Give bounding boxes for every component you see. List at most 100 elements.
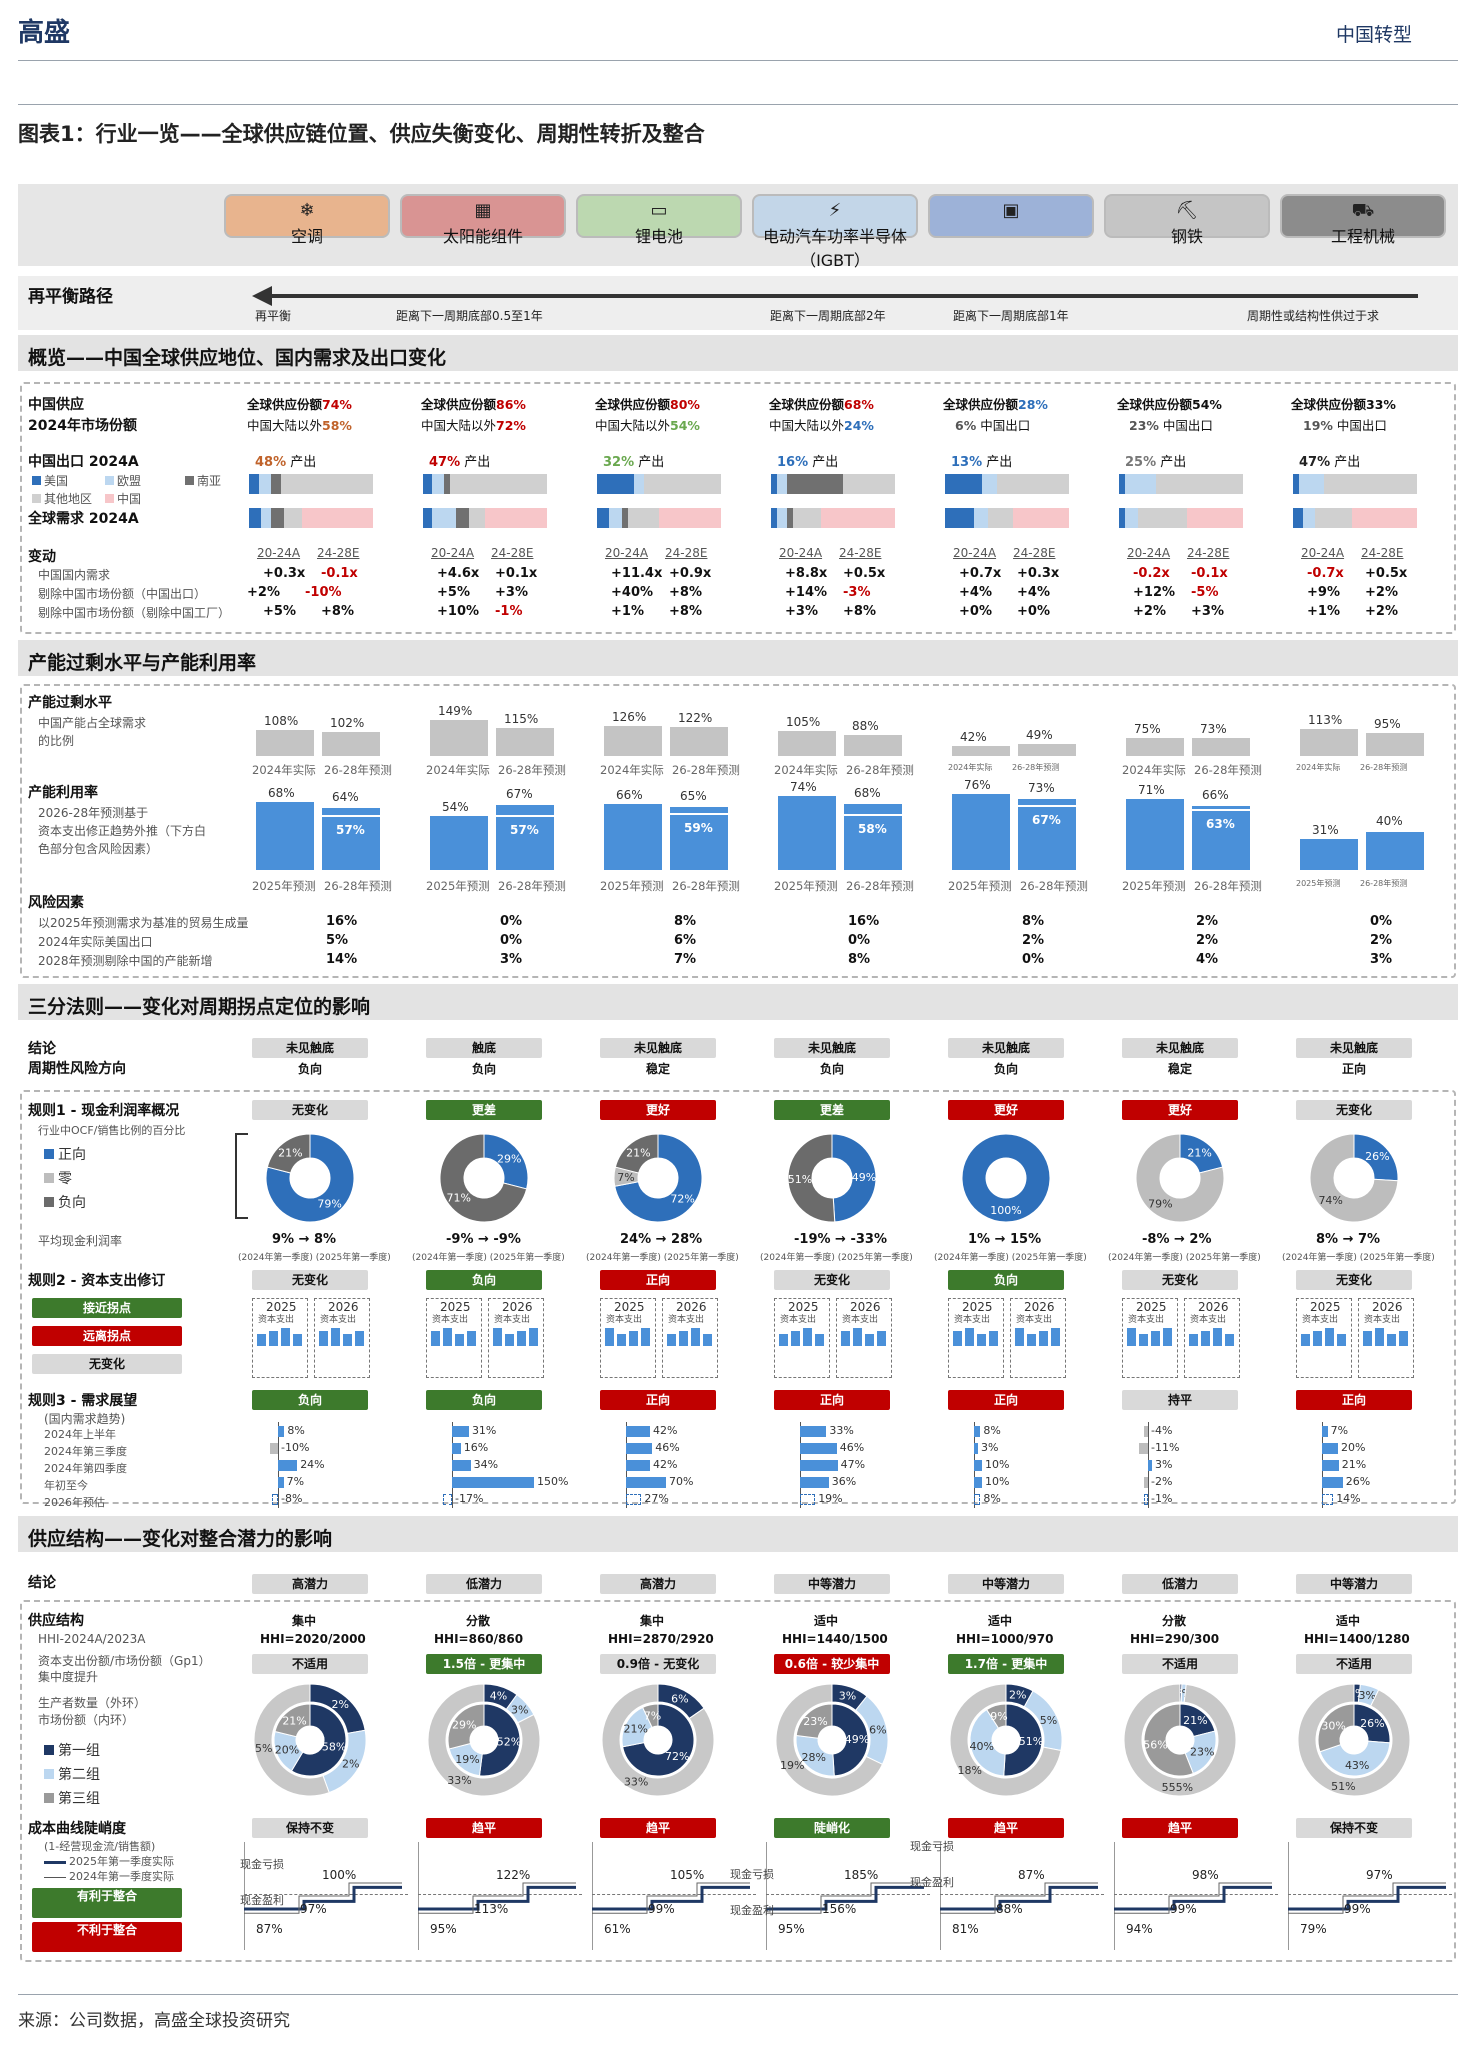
donut-slice [253, 1683, 330, 1797]
capex-bar [1127, 1328, 1136, 1346]
excess-x-5-2: 26-28年预测 [1012, 763, 1060, 772]
cost-legend-2024: 2024年第一季度实际 [44, 1868, 174, 1884]
util-risk-1 [322, 810, 380, 817]
industry-2[interactable]: ▦ 太阳能组件 [400, 194, 566, 246]
util-bar-4-1 [778, 796, 836, 870]
ex-china-value: 58% [322, 418, 352, 433]
breakeven-line-2 [418, 1894, 582, 1895]
rule2-legend-near: 接近拐点 [32, 1298, 182, 1318]
rebalance-label-3: 距离下一周期底部1年 [953, 309, 1069, 323]
change-value-4-2-1: +14% [785, 585, 828, 600]
capex-box-1-2 [314, 1298, 370, 1378]
cost-axis-6 [1114, 1842, 1115, 1950]
bar-segment [271, 474, 282, 494]
demand-bar-6-1 [1144, 1426, 1148, 1437]
industry-4[interactable]: ⚡ 电动汽车功率半导体（IGBT） [752, 194, 918, 270]
donut-slice [439, 1133, 528, 1223]
industry-3[interactable]: ▭ 锂电池 [576, 194, 742, 246]
bar-segment [423, 474, 432, 494]
excess-bar-1-2 [322, 731, 380, 756]
donut-slice [1297, 1683, 1411, 1797]
capex-ratio-1: 不适用 [252, 1654, 368, 1674]
capex-year-1-1: 2025 [266, 1300, 297, 1314]
capex-bar [1189, 1334, 1198, 1346]
donut-label: 2% [342, 1758, 359, 1771]
donut-label: 5% [255, 1742, 272, 1755]
rules-direction-label: 周期性风险方向 [28, 1061, 126, 1077]
demand-bar-1-5 [271, 1494, 278, 1505]
excess-bar-4-1 [778, 730, 836, 756]
margin-value-3: 24% → 28% [620, 1232, 703, 1247]
rules-direction-2: 负向 [472, 1062, 497, 1076]
industry-5[interactable]: ▣ [928, 194, 1094, 238]
util-value-6-2: 66% [1202, 788, 1229, 802]
capex-sub-7-1: 资本支出 [1302, 1315, 1339, 1325]
rule3-status-2: 负向 [426, 1390, 542, 1410]
change-value-3-1-1: +11.4x [611, 566, 663, 581]
capex-bar [877, 1331, 886, 1346]
ex-china-value: 6% [955, 418, 977, 433]
cash-margin-donut-1: 79% 21% [265, 1133, 355, 1223]
bar-segment [597, 474, 635, 494]
util-risk-2 [496, 807, 554, 817]
rule1-status-7: 无变化 [1296, 1100, 1412, 1120]
capex-bar [1051, 1328, 1060, 1346]
demand-value-1-2: -10% [281, 1441, 310, 1454]
capex-sub-5-2: 资本支出 [1016, 1315, 1053, 1325]
cost-status-4: 陡峭化 [774, 1818, 890, 1838]
capex-year-4-2: 2026 [850, 1300, 881, 1314]
cost-curve-2024 [592, 1882, 750, 1914]
excess-value-7-2: 95% [1374, 717, 1401, 732]
capex-ratio-2: 1.5倍 - 更集中 [426, 1654, 542, 1674]
industry-6[interactable]: ⛏ 钢铁 [1104, 194, 1270, 246]
rule1-status-1: 无变化 [252, 1100, 368, 1120]
export-suffix: 产出 [1330, 455, 1361, 470]
change-value-7-2-1: +9% [1307, 585, 1340, 600]
donut-label: 2% [1009, 1688, 1026, 1701]
supply-structure-donut-5: 2% 5% 18% 51% 40% 9% [949, 1683, 1063, 1797]
cost-curve-2 [418, 1882, 576, 1914]
util-x-7-1: 2025年预测 [1296, 879, 1341, 888]
util-bar-6-1 [1126, 799, 1184, 870]
stacked-bar-export-3 [597, 474, 721, 494]
period-start-2: 20-24A [431, 546, 475, 560]
global-share-1: 全球供应份额74% [247, 394, 352, 413]
hhi-2: HHI=860/860 [434, 1632, 524, 1646]
capex-year-7-2: 2026 [1372, 1300, 1403, 1314]
change-value-5-1-2: +0.3x [1017, 566, 1060, 581]
industry-7[interactable]: ⛟ 工程机械 [1280, 194, 1446, 246]
donut-slice [614, 1133, 659, 1174]
rule3-sub: (国内需求趋势) [44, 1412, 126, 1426]
hhi-3: HHI=2870/2920 [608, 1632, 714, 1646]
excess-value-6-2: 73% [1200, 722, 1227, 737]
excess-value-4-1: 105% [786, 714, 821, 729]
global-share-value: 33% [1366, 397, 1396, 412]
capex-bar [505, 1334, 514, 1346]
cost-value-4-2: 156% [822, 1902, 857, 1916]
cost-status-1: 保持不变 [252, 1818, 368, 1838]
period-end-5: 24-28E [1013, 546, 1056, 560]
util-x-7-2: 26-28年预测 [1360, 879, 1408, 888]
rules-conclusion-3: 未见触底 [600, 1038, 716, 1058]
util-x-2-1: 2025年预测 [426, 879, 490, 893]
cash-loss-label-3: 现金亏损 [910, 1840, 954, 1853]
margin-value-2: -9% → -9% [446, 1232, 521, 1247]
margin-value-1: 9% → 8% [272, 1232, 337, 1247]
capex-year-4-1: 2025 [788, 1300, 819, 1314]
structure-3: 集中 [640, 1614, 665, 1628]
excess-bar-7-2 [1366, 733, 1424, 756]
demand-bar-2-1 [452, 1426, 469, 1437]
cash-loss-label-2: 现金亏损 [730, 1868, 774, 1881]
donut-slice [601, 1683, 715, 1797]
capex-bar [629, 1331, 638, 1346]
demand-value-1-3: 24% [300, 1458, 325, 1471]
donut-label: 29% [452, 1719, 476, 1732]
risk-value-2-2: 0% [500, 933, 523, 948]
change-value-7-2-2: +2% [1365, 585, 1398, 600]
supply-conclusion-6: 低潜力 [1122, 1574, 1238, 1594]
demand-bar-2-4 [452, 1477, 534, 1488]
ex-china-7: 19% 中国出口 [1303, 415, 1387, 434]
change-value-2-3-1: +10% [437, 604, 480, 619]
industry-1[interactable]: ❄ 空调 [224, 194, 390, 246]
breakeven-line-5 [940, 1894, 1104, 1895]
